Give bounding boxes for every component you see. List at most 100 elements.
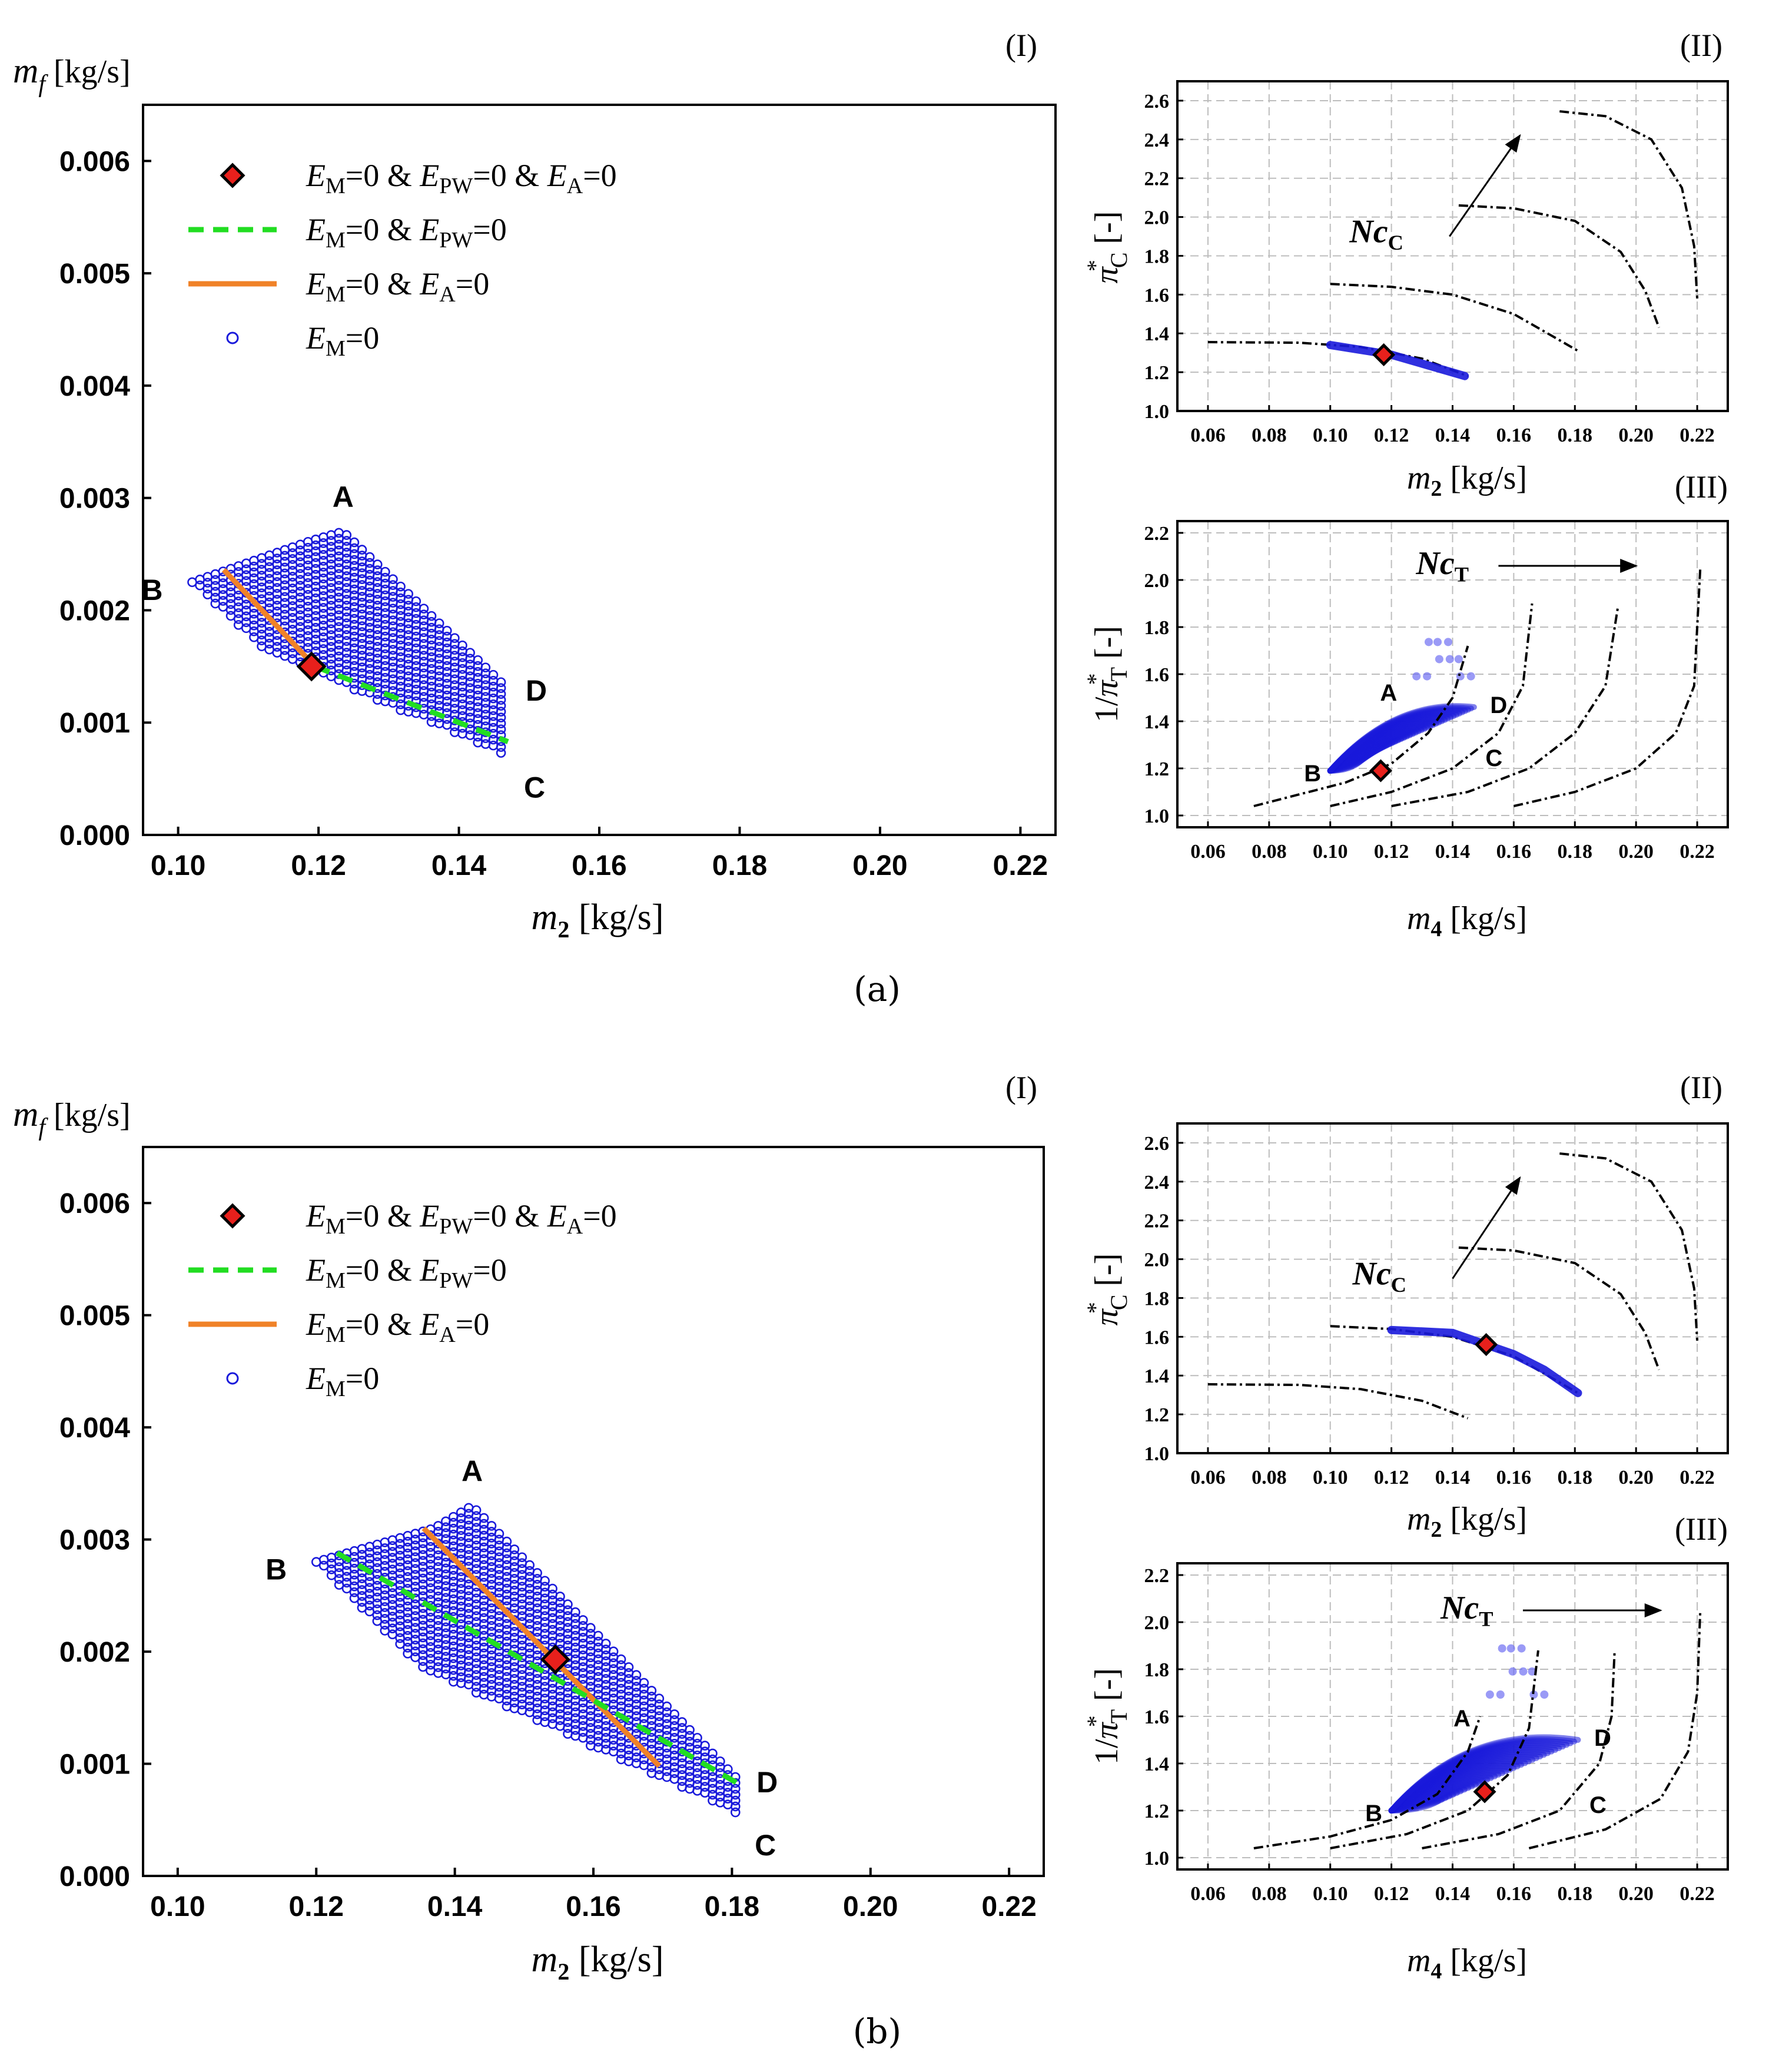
e-m-zero-marker bbox=[730, 1783, 741, 1794]
speed-arrow bbox=[1452, 1176, 1521, 1279]
legend-symbol: E bbox=[306, 158, 326, 193]
speed-line-2 bbox=[1422, 1650, 1616, 1849]
legend-label: EM=0 & EPW=0 & EA=0 bbox=[306, 158, 617, 198]
e-m-zero-marker bbox=[403, 589, 413, 599]
e-m-zero-markers bbox=[311, 1503, 741, 1818]
x-tick-label: 0.20 bbox=[852, 850, 907, 881]
e-m-zero-marker bbox=[450, 633, 460, 643]
y-tick-label: 2.6 bbox=[1144, 1133, 1170, 1155]
turbine-outlier-point bbox=[1529, 1690, 1538, 1699]
y-tick-label: 1.6 bbox=[1144, 284, 1170, 306]
e-m-zero-marker bbox=[585, 1623, 596, 1633]
speed-arrow-label: NcC bbox=[1349, 214, 1403, 254]
e-m-zero-marker bbox=[380, 566, 390, 577]
x-tick-label: 0.12 bbox=[1374, 841, 1409, 863]
speed-line-0 bbox=[1253, 645, 1469, 807]
legend-equals: =0 bbox=[456, 1307, 489, 1342]
ylabel-a-II: π*C [-] bbox=[1082, 211, 1132, 284]
x-tick-label: 0.12 bbox=[1374, 1883, 1409, 1905]
region-label-A: A bbox=[333, 480, 354, 513]
e-m-zero-marker bbox=[578, 1615, 588, 1625]
e-m-zero-marker bbox=[403, 707, 413, 717]
speed-arrow-label: NcT bbox=[1415, 545, 1469, 586]
panel-label-a-II: (II) bbox=[1680, 28, 1722, 63]
turbine-operating-points bbox=[1388, 1644, 1581, 1814]
xlabel-b-I: m2 [kg/s] bbox=[532, 1940, 664, 1985]
legend-marker-diamond bbox=[220, 1203, 245, 1229]
legend-space bbox=[539, 158, 547, 193]
x-tick-label: 0.14 bbox=[1435, 841, 1471, 863]
e-m-zero-marker bbox=[502, 1536, 512, 1547]
region-label-A: A bbox=[1453, 1706, 1471, 1732]
speed-line-3 bbox=[1528, 1610, 1702, 1849]
legend-subscript: PW bbox=[439, 1214, 473, 1239]
legend-space bbox=[412, 1307, 420, 1342]
region-label-C: C bbox=[755, 1829, 776, 1862]
region-label-A: A bbox=[462, 1454, 483, 1487]
text-base: Nc bbox=[1349, 214, 1388, 250]
x-tick-label: 0.22 bbox=[993, 850, 1048, 881]
x-tick-label: 0.14 bbox=[432, 850, 487, 881]
legend-symbol: E bbox=[306, 212, 326, 247]
legend-word: & bbox=[515, 158, 539, 193]
legend-symbol: E bbox=[419, 158, 439, 193]
panel-label-b-III: (III) bbox=[1675, 1511, 1728, 1547]
e-m-zero-marker bbox=[442, 720, 452, 730]
e-m-zero-marker bbox=[563, 1599, 573, 1610]
turbine-outlier-point bbox=[1528, 1667, 1536, 1676]
ylabel-b-III: 1/π*T [-] bbox=[1082, 1668, 1132, 1765]
region-label-D: D bbox=[526, 674, 547, 707]
legend-a: EM=0 & EPW=0 & EA=0EM=0 & EPW=0EM=0 & EA… bbox=[188, 158, 617, 361]
turbine-operating-points bbox=[1327, 638, 1477, 774]
e-m-zero-marker bbox=[525, 1560, 535, 1570]
turbine-outlier-point bbox=[1412, 672, 1421, 681]
e-m-zero-marker bbox=[555, 1592, 565, 1602]
figure-caption-a: (a) bbox=[854, 969, 901, 1009]
turbine-outlier-point bbox=[1443, 638, 1452, 647]
panel-label-b-II: (II) bbox=[1680, 1070, 1722, 1105]
legend-symbol: E bbox=[419, 1252, 439, 1288]
green-dashed-line bbox=[336, 1550, 741, 1786]
y-tick-label: 2.2 bbox=[1144, 168, 1170, 190]
legend-equals: =0 bbox=[456, 266, 489, 301]
legend-equals: =0 bbox=[346, 266, 379, 301]
x-tick-label: 0.16 bbox=[566, 1891, 620, 1922]
legend-marker-circle bbox=[226, 1372, 239, 1385]
y-tick-label: 0.002 bbox=[59, 1637, 130, 1668]
x-tick-label: 0.10 bbox=[150, 1891, 205, 1922]
legend-space bbox=[507, 1198, 515, 1234]
y-tick-label: 1.2 bbox=[1144, 1404, 1170, 1426]
legend-symbol: E bbox=[306, 1252, 326, 1288]
legend-space bbox=[379, 266, 387, 301]
region-label-D: D bbox=[1594, 1725, 1611, 1751]
x-tick-label: 0.08 bbox=[1252, 1467, 1287, 1488]
y-tick-label: 1.8 bbox=[1144, 1659, 1170, 1681]
ylabel-a-III: 1/π*T [-] bbox=[1082, 626, 1132, 722]
legend-label: EM=0 & EA=0 bbox=[306, 1307, 489, 1347]
speed-line-3 bbox=[1559, 1152, 1699, 1341]
x-tick-label: 0.16 bbox=[572, 850, 626, 881]
legend-symbol: E bbox=[419, 1198, 439, 1234]
e-m-zero-marker bbox=[349, 684, 360, 695]
x-tick-label: 0.08 bbox=[1252, 1883, 1287, 1905]
e-m-zero-marker bbox=[419, 604, 429, 614]
e-m-zero-marker bbox=[411, 596, 421, 606]
e-m-zero-marker bbox=[623, 1662, 634, 1672]
turbine-outlier-point bbox=[1435, 655, 1443, 664]
y-tick-label: 2.2 bbox=[1144, 523, 1170, 545]
design-point bbox=[1475, 1332, 1498, 1357]
y-tick-label: 0.004 bbox=[59, 371, 130, 402]
x-tick-label: 0.10 bbox=[151, 850, 205, 881]
legend-word: & bbox=[387, 212, 412, 247]
legend-subscript: A bbox=[567, 1214, 583, 1239]
x-tick-label: 0.22 bbox=[1680, 1467, 1715, 1488]
design-point bbox=[296, 651, 327, 682]
turbine-outlier-point bbox=[1506, 1644, 1515, 1653]
legend-symbol: E bbox=[419, 266, 439, 301]
y-tick-label: 2.4 bbox=[1144, 130, 1170, 151]
legend-symbol: E bbox=[547, 158, 567, 193]
turbine-outlier-point bbox=[1445, 655, 1454, 664]
turbine-outlier-point bbox=[1496, 1690, 1505, 1699]
x-tick-label: 0.18 bbox=[1558, 1883, 1593, 1905]
y-tick-label: 2.0 bbox=[1144, 1249, 1170, 1271]
